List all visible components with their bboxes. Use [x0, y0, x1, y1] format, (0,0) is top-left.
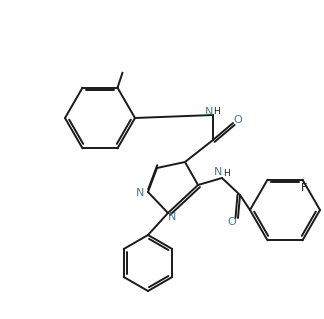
Text: O: O: [234, 115, 242, 125]
Text: F: F: [301, 183, 308, 193]
Text: H: H: [214, 108, 220, 116]
Text: H: H: [223, 168, 229, 177]
Text: N: N: [205, 107, 213, 117]
Text: O: O: [228, 217, 237, 227]
Text: N: N: [214, 167, 222, 177]
Text: N: N: [136, 188, 144, 198]
Text: N: N: [168, 212, 176, 222]
